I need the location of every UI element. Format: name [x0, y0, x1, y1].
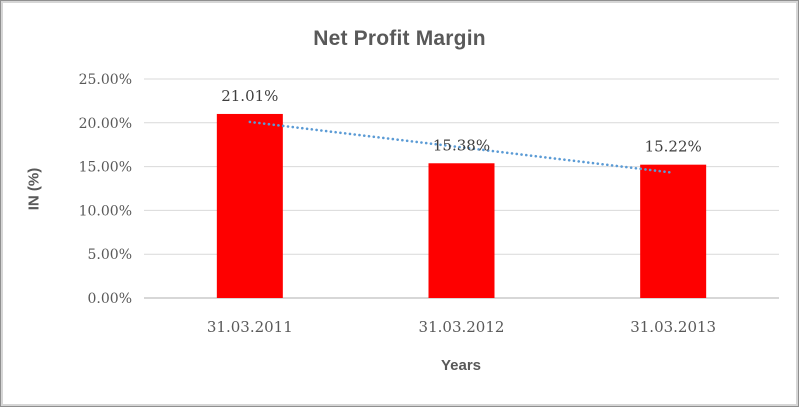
bar: [428, 163, 495, 298]
data-label: 15.38%: [433, 136, 490, 154]
y-tick-label: 5.00%: [88, 247, 132, 263]
y-tick-label: 10.00%: [79, 203, 132, 219]
bar: [216, 113, 283, 299]
y-tick-label: 0.00%: [88, 291, 132, 307]
x-tick-label: 31.03.2012: [419, 318, 505, 336]
data-label: 21.01%: [221, 87, 278, 105]
bar: [640, 164, 707, 298]
trendline: [248, 120, 675, 175]
y-tick-label: 20.00%: [79, 116, 132, 132]
y-tick-label: 25.00%: [79, 72, 132, 88]
x-tick-label: 31.03.2013: [630, 318, 716, 336]
x-tick-label: 31.03.2011: [207, 318, 293, 336]
data-label: 15.22%: [645, 138, 702, 156]
chart-title: Net Profit Margin: [313, 27, 486, 50]
x-axis-title: Years: [440, 357, 482, 374]
y-tick-label: 15.00%: [79, 160, 132, 176]
